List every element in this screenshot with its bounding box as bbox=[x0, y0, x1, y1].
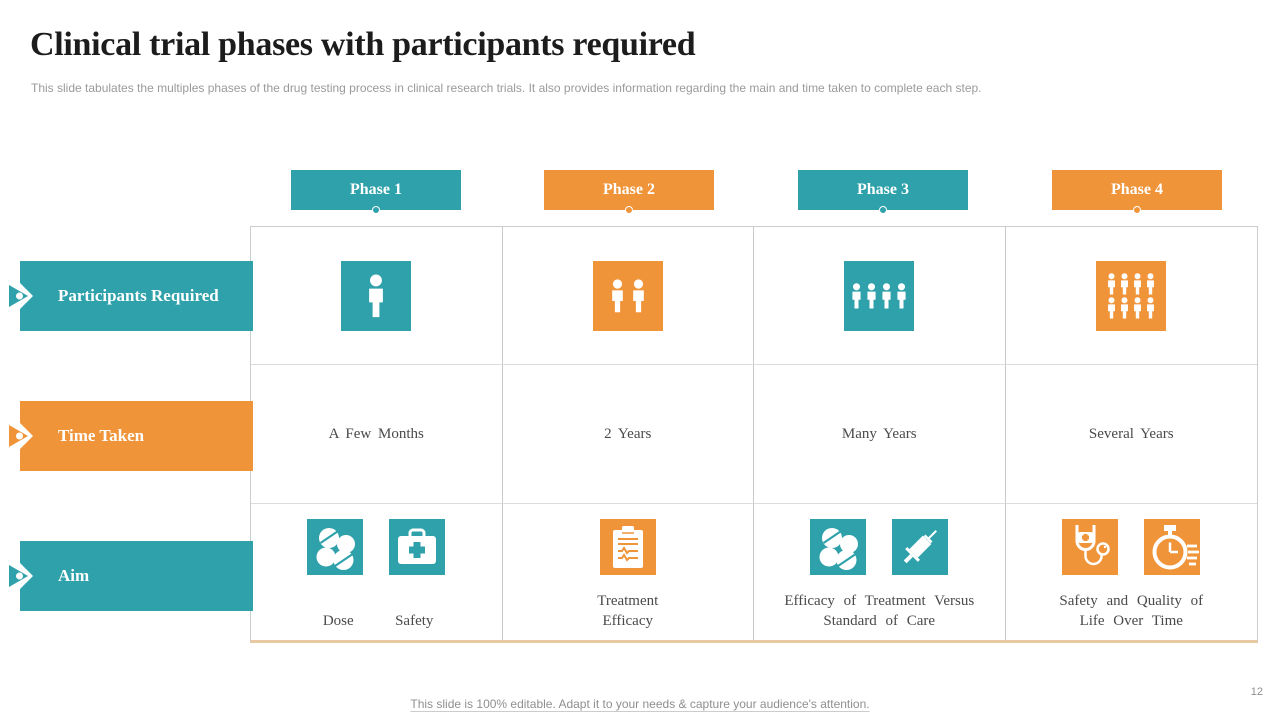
cell-participants-phase-3 bbox=[754, 227, 1006, 365]
aim-labels: Dose Safety bbox=[307, 611, 445, 631]
pointer-dot-icon bbox=[16, 292, 23, 300]
person-icon bbox=[1145, 273, 1156, 295]
participants-icon-box bbox=[341, 260, 412, 331]
cell-aim-phase-3: Efficacy of Treatment Versus Standard of… bbox=[754, 504, 1006, 640]
cell-participants-phase-4 bbox=[1005, 227, 1257, 365]
participants-icon-box bbox=[592, 260, 663, 331]
person-icon bbox=[865, 283, 878, 309]
person-icon bbox=[1132, 297, 1143, 319]
aim-label: Safety and Quality of Life Over Time bbox=[1059, 593, 1204, 629]
time-value: Many Years bbox=[841, 425, 917, 442]
person-group-icon bbox=[850, 283, 908, 309]
person-icon bbox=[1106, 297, 1117, 319]
row-header-time-taken: Time Taken bbox=[9, 401, 253, 471]
person-icon bbox=[1119, 297, 1130, 319]
cell-time-phase-3: Many Years bbox=[754, 365, 1006, 504]
person-icon bbox=[850, 283, 863, 309]
person-group-icon bbox=[609, 279, 647, 313]
aim-icons bbox=[1062, 519, 1201, 575]
person-icon bbox=[1145, 297, 1156, 319]
page-number: 12 bbox=[1250, 686, 1263, 698]
person-icon bbox=[1119, 273, 1130, 295]
person-icon bbox=[630, 279, 647, 313]
person-group-icon bbox=[365, 274, 387, 318]
phase-1-label: Phase 1 bbox=[350, 181, 402, 198]
cell-participants-phase-1 bbox=[251, 227, 503, 365]
pills-icon bbox=[307, 519, 364, 575]
cell-aim-phase-2: Treatment Efficacy bbox=[503, 504, 754, 640]
connector-dot bbox=[372, 206, 380, 214]
stopwatch-icon bbox=[1144, 519, 1201, 575]
person-icon bbox=[609, 279, 626, 313]
row-header-participants-required: Participants Required bbox=[9, 261, 253, 331]
time-value: Several Years bbox=[1088, 425, 1174, 442]
phase-4-header: Phase 4 bbox=[1052, 170, 1222, 214]
person-icon bbox=[1132, 273, 1143, 295]
phases-table: A Few Months 2 Years Many Years Several … bbox=[250, 226, 1258, 643]
phase-4-label: Phase 4 bbox=[1111, 181, 1163, 198]
phase-2-label: Phase 2 bbox=[603, 181, 655, 198]
aim-label: Efficacy of Treatment Versus Standard of… bbox=[784, 593, 975, 629]
phase-1-header: Phase 1 bbox=[291, 170, 461, 214]
cell-aim-phase-1: Dose Safety bbox=[251, 504, 503, 640]
cell-time-phase-4: Several Years bbox=[1005, 365, 1257, 504]
footer-note: This slide is 100% editable. Adapt it to… bbox=[410, 697, 870, 711]
person-icon bbox=[895, 283, 908, 309]
aim-label-dose: Dose bbox=[322, 613, 354, 629]
page-title: Clinical trial phases with participants … bbox=[30, 26, 696, 63]
pills-icon bbox=[810, 519, 867, 575]
cell-aim-phase-4: Safety and Quality of Life Over Time bbox=[1006, 504, 1258, 640]
time-value: A Few Months bbox=[328, 425, 424, 442]
row-header-label: Time Taken bbox=[58, 426, 145, 445]
pointer-dot-icon bbox=[16, 432, 23, 440]
first-aid-kit-icon bbox=[389, 519, 446, 575]
phase-3-label: Phase 3 bbox=[857, 181, 909, 198]
aim-icons bbox=[599, 519, 656, 575]
syringe-icon bbox=[892, 519, 949, 575]
aim-label: Treatment Efficacy bbox=[597, 593, 659, 629]
cell-time-phase-2: 2 Years bbox=[502, 365, 754, 504]
cell-participants-phase-2 bbox=[502, 227, 754, 365]
clipboard-icon bbox=[599, 519, 656, 575]
row-header-label: Aim bbox=[58, 566, 90, 585]
participants-icon-box bbox=[1096, 260, 1167, 331]
connector-dot bbox=[625, 206, 633, 214]
time-value: 2 Years bbox=[604, 425, 652, 442]
pointer-dot-icon bbox=[16, 572, 23, 580]
connector-dot bbox=[1133, 206, 1141, 214]
aim-label-safety: Safety bbox=[395, 613, 434, 629]
person-icon bbox=[365, 274, 387, 318]
stethoscope-icon bbox=[1062, 519, 1119, 575]
row-header-aim: Aim bbox=[9, 541, 253, 611]
phase-3-header: Phase 3 bbox=[798, 170, 968, 214]
slide-subtitle: This slide tabulates the multiples phase… bbox=[31, 81, 982, 95]
aim-icons bbox=[810, 519, 949, 575]
person-group-icon bbox=[1104, 273, 1158, 319]
participants-icon-box bbox=[844, 260, 915, 331]
person-icon bbox=[1106, 273, 1117, 295]
connector-dot bbox=[879, 206, 887, 214]
row-header-label: Participants Required bbox=[58, 286, 219, 305]
phase-2-header: Phase 2 bbox=[544, 170, 714, 214]
cell-time-phase-1: A Few Months bbox=[251, 365, 503, 504]
aim-icons bbox=[307, 519, 446, 575]
person-icon bbox=[880, 283, 893, 309]
